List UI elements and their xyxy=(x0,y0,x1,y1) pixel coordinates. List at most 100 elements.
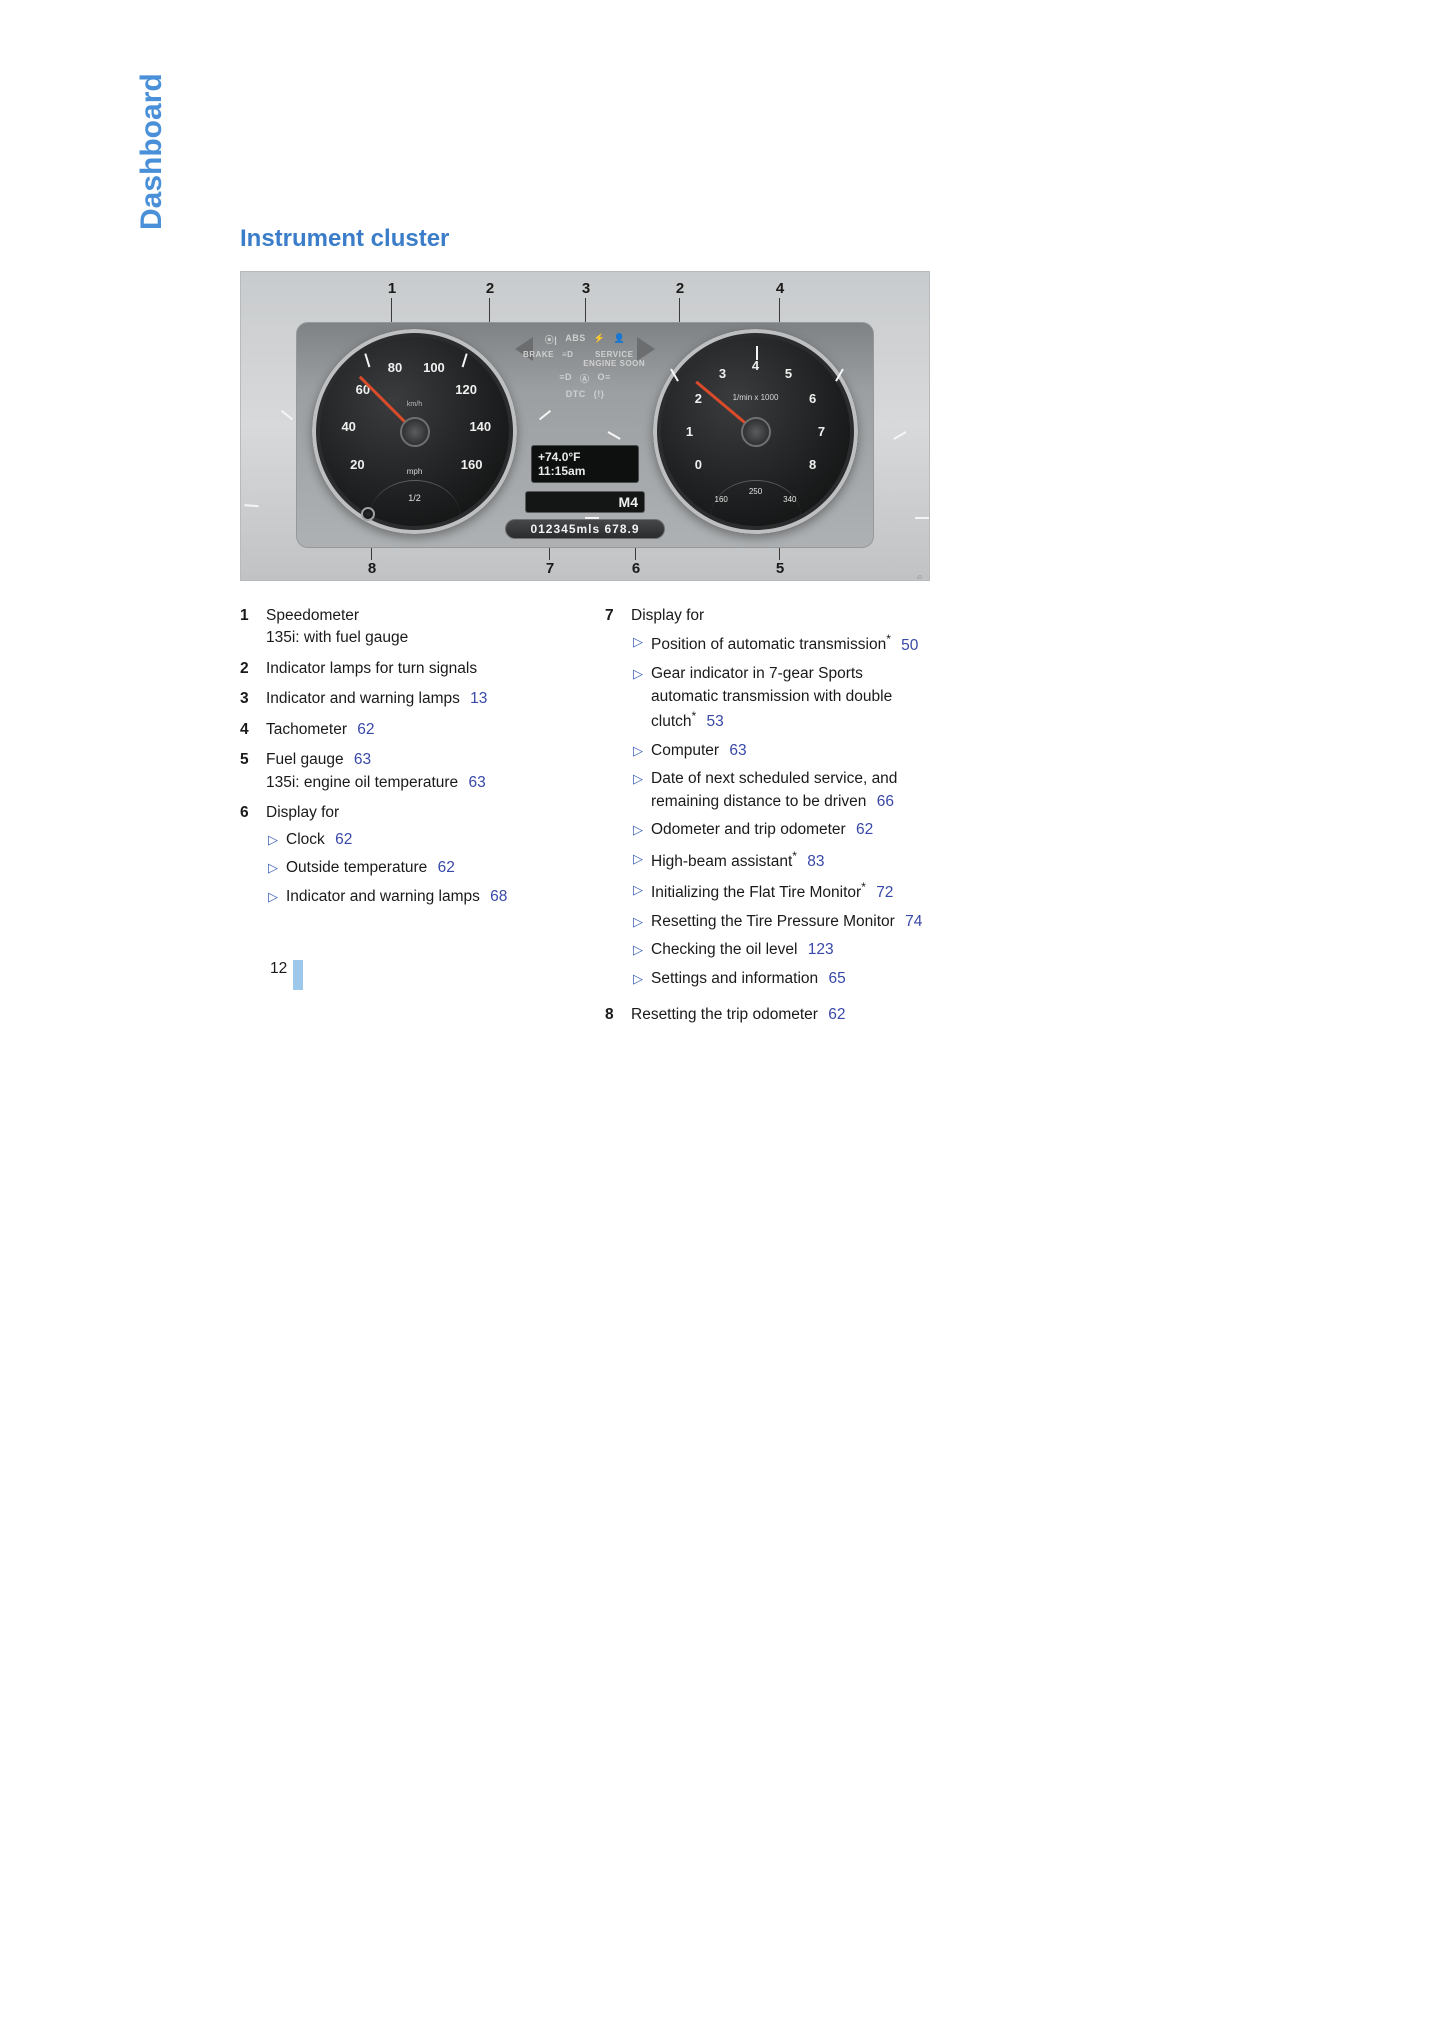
callout-5: 5 xyxy=(771,560,789,577)
callout-6: 6 xyxy=(627,560,645,577)
legend-sub-text: Gear indicator in 7-gear Sports automati… xyxy=(651,663,930,734)
triangle-bullet-icon: ▷ xyxy=(633,941,643,960)
page-reference-link[interactable]: 62 xyxy=(828,1006,845,1023)
page-reference-link[interactable]: 83 xyxy=(807,853,824,870)
legend-sub-entry: ▷Odometer and trip odometer 62 xyxy=(633,819,930,841)
page-reference-link[interactable]: 62 xyxy=(856,821,873,838)
triangle-bullet-icon: ▷ xyxy=(633,970,643,989)
legend-sub-text: Computer 63 xyxy=(651,740,747,762)
triangle-bullet-icon: ▷ xyxy=(633,742,643,761)
legend-text: Resetting the trip odometer 62 xyxy=(631,1004,930,1026)
legend-sub-entry: ▷Indicator and warning lamps 68 xyxy=(268,886,565,908)
dial-number: 80 xyxy=(380,360,410,375)
triangle-bullet-icon: ▷ xyxy=(633,850,643,869)
page-reference-link[interactable]: 123 xyxy=(808,941,834,958)
dial-number: 4 xyxy=(741,358,771,373)
page-reference-link[interactable]: 62 xyxy=(438,859,455,876)
odometer-display: 012345mls 678.9 xyxy=(505,519,665,539)
warning-lamp-icon: SERVICE ENGINE SOON xyxy=(581,350,647,368)
oil-temp-mid: 250 xyxy=(749,487,762,496)
legend-sub-entry: ▷Date of next scheduled service, and rem… xyxy=(633,768,930,813)
legend-item: 6Display for▷Clock 62▷Outside temperatur… xyxy=(240,802,565,914)
warning-lamp-icon: 👤 xyxy=(614,333,626,346)
dial-number: 7 xyxy=(807,424,837,439)
legend-item-body: Indicator and warning lamps 13 xyxy=(266,688,565,710)
sidebar-section-label: Dashboard xyxy=(135,73,169,230)
triangle-bullet-icon: ▷ xyxy=(633,633,643,652)
legend-text: Fuel gauge 63 xyxy=(266,749,565,771)
dial-number: 160 xyxy=(457,457,487,472)
dial-hub xyxy=(400,417,430,447)
page-reference-link[interactable]: 50 xyxy=(901,637,918,654)
legend-text: Display for xyxy=(631,605,930,627)
legend-sub-entry: ▷Settings and information 65 xyxy=(633,968,930,990)
page-reference-link[interactable]: 62 xyxy=(357,721,374,738)
dial-number: 6 xyxy=(798,391,828,406)
page-reference-link[interactable]: 53 xyxy=(706,713,723,730)
page-reference-link[interactable]: 63 xyxy=(468,774,485,791)
legend-item-number: 2 xyxy=(240,658,266,680)
legend-sub-text: Indicator and warning lamps 68 xyxy=(286,886,507,908)
warning-lamp-icon: (!) xyxy=(594,389,605,399)
dial-number: 120 xyxy=(451,382,481,397)
legend-item: 2Indicator lamps for turn signals xyxy=(240,658,565,680)
legend-sub-text: Resetting the Tire Pressure Monitor 74 xyxy=(651,911,922,933)
legend-sub-text: Position of automatic transmission* 50 xyxy=(651,631,918,657)
page-number: 12 xyxy=(270,960,287,978)
page-reference-link[interactable]: 63 xyxy=(729,742,746,759)
page-number-block: 12 xyxy=(270,960,303,990)
warning-lamp-icon: ABS xyxy=(565,333,586,346)
warning-lamp-icon: ≡D xyxy=(559,372,572,385)
page-reference-link[interactable]: 13 xyxy=(470,690,487,707)
dial-number: 8 xyxy=(798,457,828,472)
legend-item-body: Indicator lamps for turn signals xyxy=(266,658,565,680)
legend-sub-entry: ▷ Position of automatic transmission* 50 xyxy=(633,631,930,657)
speedo-kmh-label: km/h xyxy=(407,401,422,408)
legend-item-body: Display for ▷ Position of automatic transm… xyxy=(631,605,930,996)
legend-item-body: Resetting the trip odometer 62 xyxy=(631,1004,930,1026)
legend-item-number: 7 xyxy=(605,605,631,996)
dial-number: 1 xyxy=(675,424,705,439)
page-reference-link[interactable]: 68 xyxy=(490,888,507,905)
instrument-cluster-figure: 1 2 3 2 4 5 6 7 8 20406080100120140160 xyxy=(240,271,930,581)
footnote-star-icon: * xyxy=(861,880,866,894)
page-reference-link[interactable]: 72 xyxy=(876,884,893,901)
page-reference-link[interactable]: 62 xyxy=(335,831,352,848)
warning-lamp-icon: ⦿| xyxy=(545,333,558,346)
legend-sublist: ▷Clock 62▷Outside temperature 62▷Indicat… xyxy=(268,829,565,908)
legend-sub-text: High-beam assistant* 83 xyxy=(651,848,825,874)
legend-sub-text: Initializing the Flat Tire Monitor* 72 xyxy=(651,879,893,905)
legend-item-body: Tachometer 62 xyxy=(266,719,565,741)
legend-sub-entry: ▷Resetting the Tire Pressure Monitor 74 xyxy=(633,911,930,933)
legend-text: Indicator and warning lamps 13 xyxy=(266,688,565,710)
legend-sub-text: Outside temperature 62 xyxy=(286,857,455,879)
callout-4: 4 xyxy=(771,280,789,297)
legend-item: 1Speedometer135i: with fuel gauge xyxy=(240,605,565,650)
warning-lamp-icon: BRAKE xyxy=(523,350,554,368)
legend-text: Display for xyxy=(266,802,565,824)
triangle-bullet-icon: ▷ xyxy=(268,859,278,878)
page-reference-link[interactable]: 65 xyxy=(828,970,845,987)
page-reference-link[interactable]: 66 xyxy=(877,793,894,810)
tach-rpm-label: 1/min x 1000 xyxy=(733,393,779,402)
legend-item: 5Fuel gauge 63135i: engine oil temperatu… xyxy=(240,749,565,794)
legend-text: Tachometer 62 xyxy=(266,719,565,741)
legend-sub-entry: ▷Checking the oil level 123 xyxy=(633,939,930,961)
page-reference-link[interactable]: 63 xyxy=(354,751,371,768)
warning-lamp-icon: ≡D xyxy=(562,350,573,368)
speedo-mph-label: mph xyxy=(407,467,423,476)
oil-temp-high: 340 xyxy=(783,495,796,504)
fuel-half-label: 1/2 xyxy=(408,493,421,503)
legend-sublist: ▷Position of automatic transmission* 50▷… xyxy=(633,631,930,990)
legend-columns: 1Speedometer135i: with fuel gauge2Indica… xyxy=(240,605,930,1035)
legend-text: Speedometer xyxy=(266,605,565,627)
dial-number: 40 xyxy=(334,419,364,434)
dial-number: 100 xyxy=(419,360,449,375)
callout-8: 8 xyxy=(363,560,381,577)
dial-number: 0 xyxy=(683,457,713,472)
page-reference-link[interactable]: 74 xyxy=(905,913,922,930)
legend-sub-text: Odometer and trip odometer 62 xyxy=(651,819,873,841)
warning-lamp-icon: Ⓐ xyxy=(580,372,590,385)
footnote-star-icon: * xyxy=(792,849,797,863)
oil-temp-low: 160 xyxy=(715,495,728,504)
